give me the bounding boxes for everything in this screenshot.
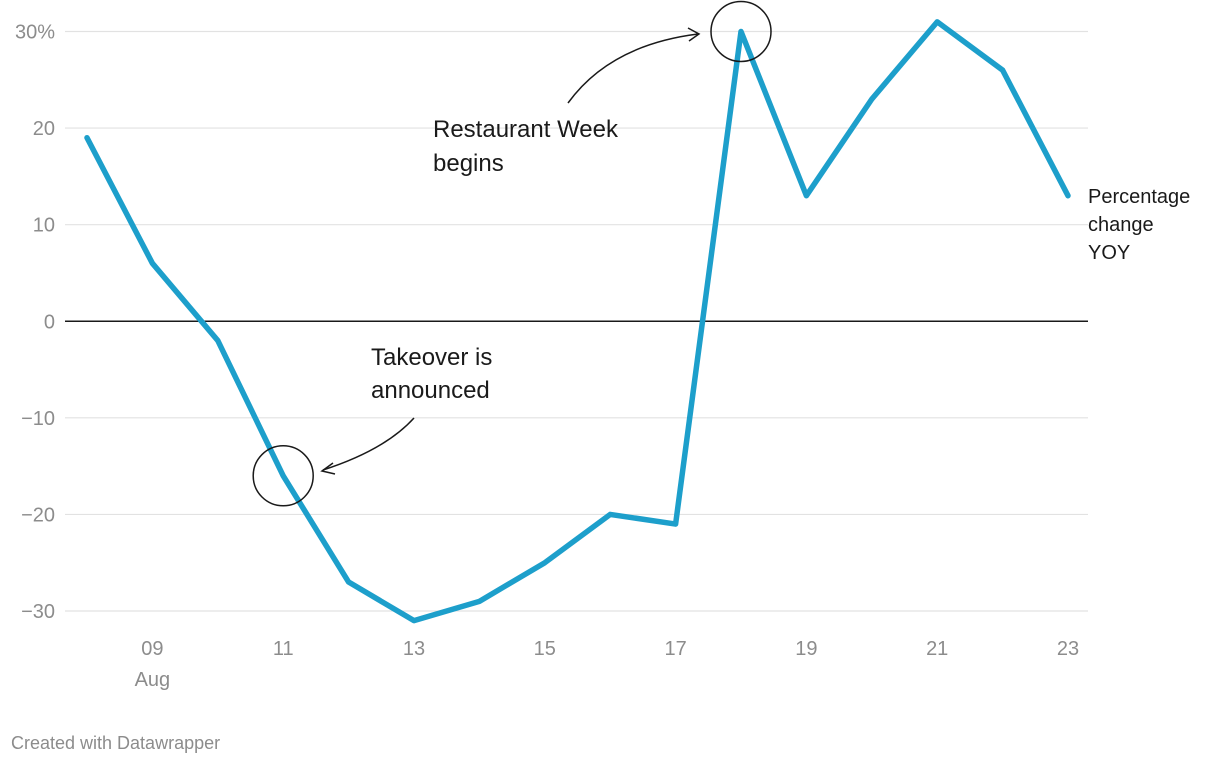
annotation-arrow — [322, 417, 415, 471]
y-axis: −30 −20 −10 0 10 20 30% — [15, 22, 55, 624]
x-tick-label: 21 — [926, 638, 948, 660]
y-tick-label: −30 — [21, 601, 55, 623]
arrow-head — [320, 462, 336, 475]
annotation-text: begins — [433, 150, 504, 177]
annotations: Restaurant Week begins Takeover is announce… — [252, 0, 772, 507]
annotation-arrow — [567, 33, 699, 104]
x-axis: 09 11 13 15 17 19 21 23 Aug — [135, 638, 1080, 691]
credit-text: Created with Datawrapper — [11, 733, 221, 753]
y-tick-label: −10 — [21, 408, 55, 430]
series-label-line: change — [1088, 214, 1154, 236]
x-month-label: Aug — [135, 669, 171, 691]
annotation-text: announced — [371, 377, 490, 404]
annotation-circle — [252, 445, 314, 507]
x-tick-label: 15 — [534, 638, 556, 660]
gridlines — [65, 30, 1088, 612]
x-tick-label: 23 — [1057, 638, 1079, 660]
y-tick-label: −20 — [21, 504, 55, 526]
x-tick-label: 13 — [403, 638, 425, 660]
series-lines — [84, 19, 1071, 624]
series-line — [84, 19, 1071, 624]
x-tick-label: 17 — [664, 638, 686, 660]
y-tick-label: 20 — [33, 118, 55, 140]
y-tick-label: 30% — [15, 22, 55, 44]
series-label-line: Percentage — [1088, 186, 1190, 208]
x-tick-label: 11 — [273, 638, 294, 660]
x-tick-label: 09 — [141, 638, 163, 660]
annotation-text: Restaurant Week — [433, 116, 619, 143]
arrow-head — [687, 27, 701, 42]
line-chart: −30 −20 −10 0 10 20 30% 09 11 13 15 17 19 21 23 Aug Re… — [15, 0, 1190, 691]
y-tick-label: 0 — [44, 311, 55, 333]
y-tick-label: 10 — [33, 215, 55, 237]
x-tick-label: 19 — [795, 638, 817, 660]
series-label: Percentage change YOY — [1088, 186, 1190, 264]
series-label-line: YOY — [1088, 242, 1130, 264]
annotation-circle — [710, 0, 772, 63]
annotation-text: Takeover is — [371, 344, 492, 371]
